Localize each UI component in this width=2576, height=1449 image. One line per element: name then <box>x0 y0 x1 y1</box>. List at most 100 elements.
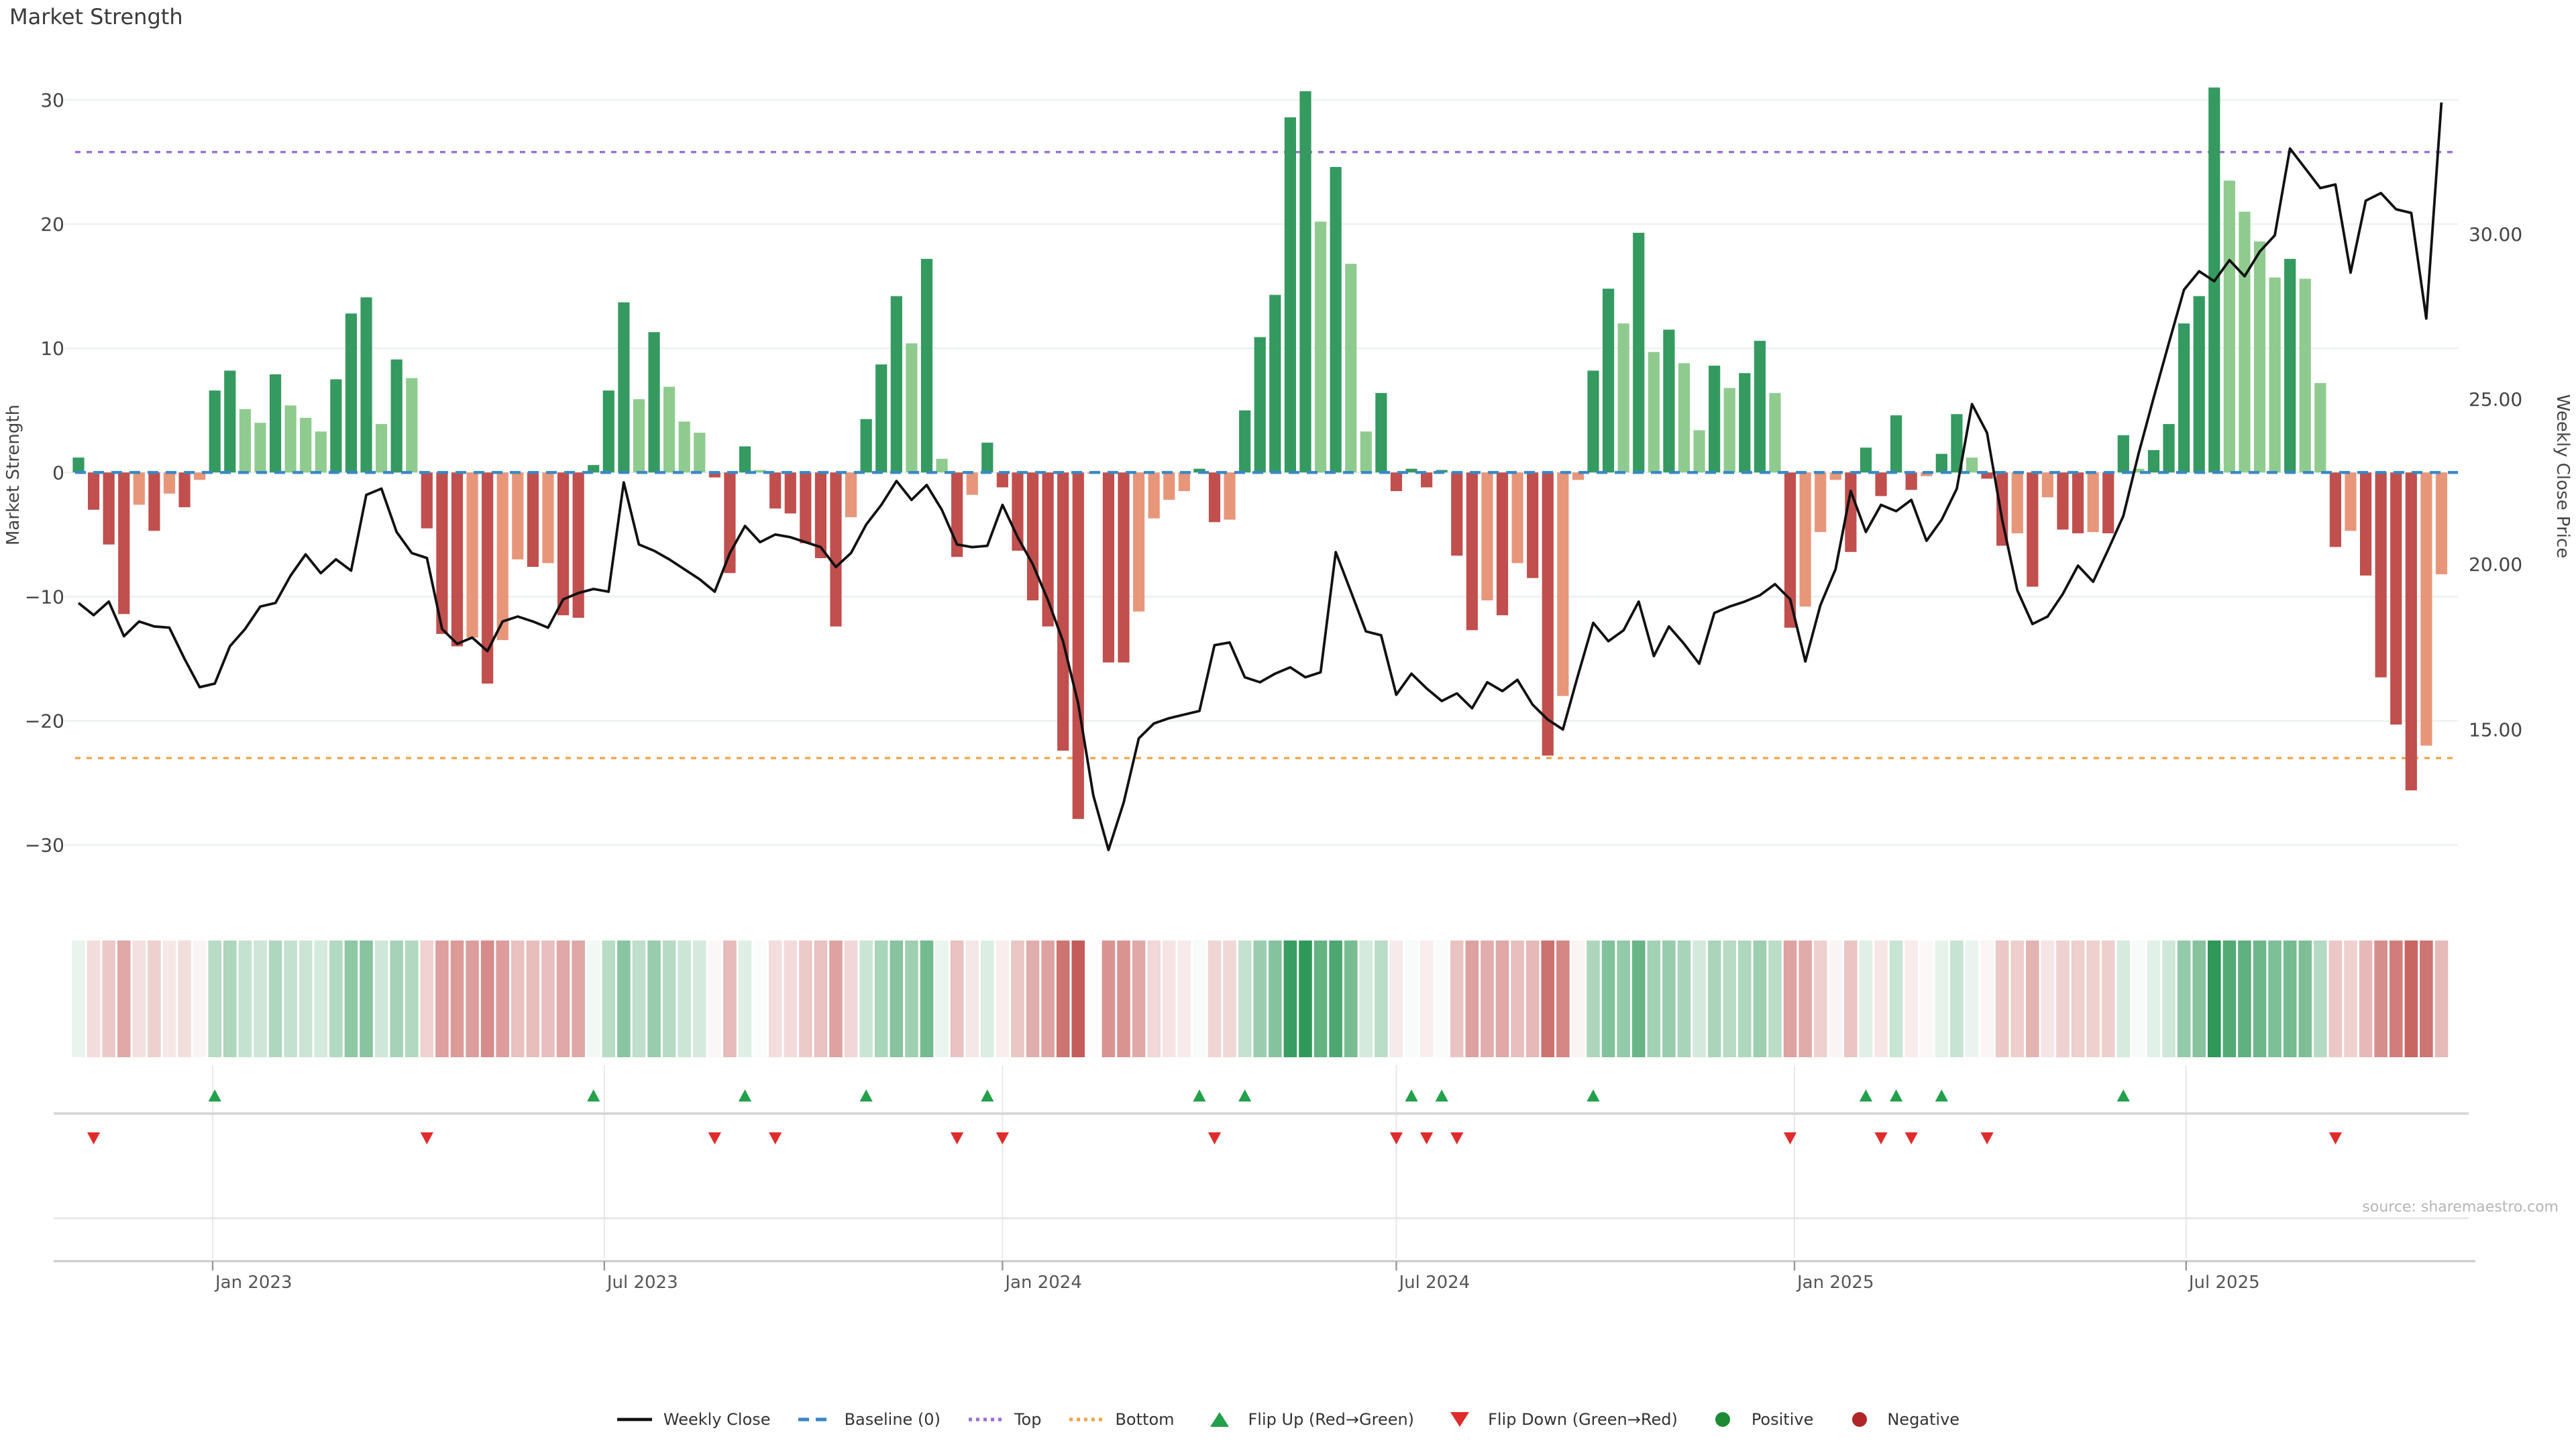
flip-up-marker <box>1405 1089 1418 1102</box>
heatmap-cell <box>526 941 540 1057</box>
strength-bar-positive <box>2223 180 2235 473</box>
x-axis-tick-label: Jul 2025 <box>2188 1273 2260 1293</box>
flip-down-marker <box>87 1132 101 1144</box>
heatmap-cell <box>1950 941 1964 1057</box>
strength-bar-positive <box>209 390 221 473</box>
flip-up-marker <box>1859 1089 1873 1102</box>
strength-bar-positive <box>2163 424 2175 473</box>
heatmap-cell <box>586 941 600 1057</box>
strength-bar-positive <box>224 370 236 473</box>
strength-bar-positive <box>1966 458 1978 473</box>
legend-swatch-shape <box>1851 1412 1867 1427</box>
flip-up-marker <box>981 1089 994 1102</box>
heatmap-cell <box>662 941 676 1057</box>
flip-up-marker <box>1587 1089 1600 1102</box>
heatmap-cell <box>2253 941 2267 1057</box>
heatmap-cell <box>1601 941 1615 1057</box>
heatmap-cell <box>1677 941 1691 1057</box>
heatmap-cell <box>1026 941 1040 1057</box>
strength-bar-positive <box>1935 453 1947 473</box>
heatmap-cell <box>950 941 964 1057</box>
heatmap-cell <box>299 941 313 1057</box>
strength-bar-negative <box>966 472 978 495</box>
strength-bar-negative <box>557 472 570 616</box>
heatmap-cell <box>2056 941 2070 1057</box>
heatmap-cell <box>1859 941 1873 1057</box>
heatmap-cell <box>1481 941 1494 1057</box>
strength-bar-negative <box>1921 472 1933 476</box>
strength-bar-positive <box>360 297 372 473</box>
strength-bar-negative <box>133 472 145 505</box>
strength-bar-negative <box>1875 472 1887 496</box>
heatmap-cell <box>1919 941 1933 1057</box>
heatmap-cell <box>2041 941 2055 1057</box>
weekly-close-line <box>77 102 2443 851</box>
heatmap-cell <box>1587 941 1600 1057</box>
heatmap-cell <box>178 941 191 1057</box>
strength-bar-positive <box>739 446 751 473</box>
heatmap-cell <box>2177 941 2191 1057</box>
strength-bar-negative <box>845 472 857 517</box>
strength-bar-positive <box>1405 468 1417 473</box>
heatmap-cell <box>1177 941 1191 1057</box>
legend-item-5: Flip Down (Green→Red) <box>1441 1410 1678 1429</box>
legend-item-4: Flip Up (Red→Green) <box>1201 1410 1414 1429</box>
strength-bar-positive <box>2193 296 2205 473</box>
heatmap-cell <box>2132 941 2145 1057</box>
flip-up-marker <box>1435 1089 1448 1102</box>
heatmap-cell <box>2374 941 2387 1057</box>
strength-bar-positive <box>376 424 388 473</box>
flip-down-marker <box>769 1132 782 1144</box>
strength-bar-negative <box>87 472 100 510</box>
legend-swatch-dot-icon <box>1715 1412 1731 1427</box>
strength-bar-positive <box>1754 341 1766 473</box>
strength-bar-negative <box>1496 472 1509 616</box>
heatmap-cell <box>2359 941 2373 1057</box>
strength-bar-negative <box>1845 472 1857 552</box>
strength-bar-positive <box>2147 449 2160 473</box>
heatmap-cell <box>435 941 449 1057</box>
strength-bar-positive <box>254 423 266 473</box>
strength-bar-negative <box>2420 472 2432 746</box>
legend-item-7: Negative <box>1840 1410 1960 1429</box>
legend-item-1: Baseline (0) <box>798 1410 941 1429</box>
strength-bar-negative <box>1481 472 1493 600</box>
strength-bar-negative <box>103 472 115 545</box>
source-text: source: sharemaestro.com <box>2362 1199 2559 1216</box>
strength-bar-negative <box>1072 472 1084 819</box>
strength-bar-negative <box>2011 472 2023 534</box>
strength-bar-negative <box>1527 472 1539 578</box>
heatmap-cell <box>1738 941 1752 1057</box>
strength-bar-positive <box>1299 91 1311 473</box>
heatmap-cell <box>1617 941 1630 1057</box>
heatmap-cell <box>723 941 737 1057</box>
strength-bar-positive <box>920 258 933 473</box>
strength-bar-negative <box>2041 472 2053 498</box>
strength-bar-negative <box>2375 472 2387 678</box>
flip-down-marker <box>1208 1132 1222 1144</box>
heatmap-cell <box>1571 941 1585 1057</box>
strength-bar-negative <box>1102 472 1115 663</box>
strength-bar-negative <box>1829 472 1841 480</box>
heatmap-cell <box>1223 941 1236 1057</box>
strength-bar-positive <box>390 359 402 473</box>
strength-bar-positive <box>1587 370 1599 473</box>
heatmap-cell <box>996 941 1010 1057</box>
heatmap-cell <box>1995 941 2009 1057</box>
strength-bar-negative <box>1815 472 1827 533</box>
heatmap-cell <box>859 941 873 1057</box>
strength-bar-positive <box>1345 264 1357 473</box>
flip-up-marker <box>1890 1089 1903 1102</box>
strength-bar-positive <box>2269 277 2281 473</box>
flip-down-marker <box>996 1132 1009 1144</box>
heatmap-cell <box>450 941 464 1057</box>
strength-bar-positive <box>239 409 251 473</box>
heatmap-cell <box>1162 941 1176 1057</box>
strength-bar-negative <box>996 472 1008 488</box>
strength-bar-negative <box>2027 472 2039 587</box>
x-axis-tick-label: Jan 2025 <box>1796 1273 1874 1293</box>
heatmap-cell <box>223 941 237 1057</box>
heatmap-cell <box>2328 941 2343 1057</box>
legend-item-3: Bottom <box>1068 1410 1175 1429</box>
heatmap-cell <box>1102 941 1116 1057</box>
